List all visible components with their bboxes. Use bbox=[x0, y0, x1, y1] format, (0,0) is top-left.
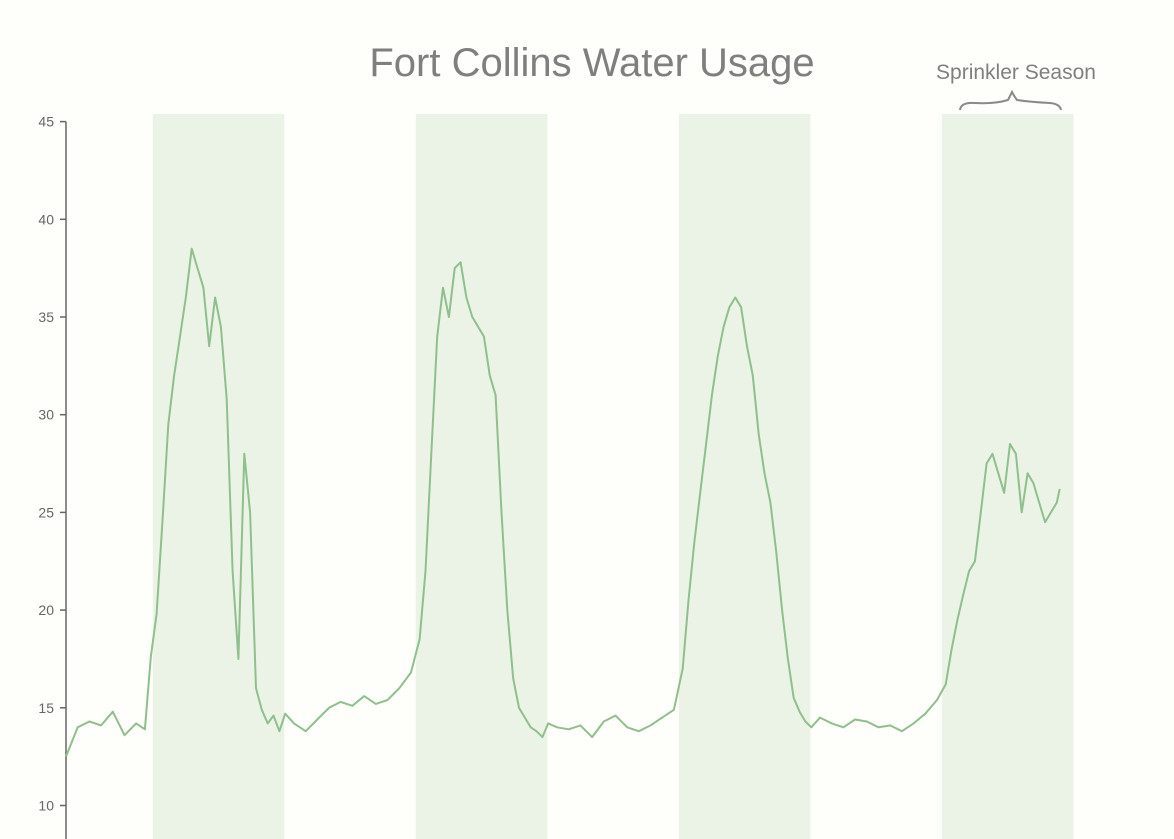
chart-title: Fort Collins Water Usage bbox=[369, 41, 814, 85]
y-tick-label: 45 bbox=[38, 114, 54, 130]
y-tick-label: 35 bbox=[38, 309, 54, 325]
y-axis: 10 15 20 25 30 35 40 45 bbox=[38, 114, 67, 839]
sprinkler-season-label: Sprinkler Season bbox=[936, 61, 1096, 84]
brace-icon bbox=[959, 89, 1062, 111]
series-line bbox=[65, 247, 1061, 757]
season-band-4 bbox=[941, 114, 1074, 839]
y-tick-label: 40 bbox=[38, 211, 54, 227]
y-tick-label: 10 bbox=[38, 798, 54, 814]
sprinkler-season-bands bbox=[152, 114, 1074, 839]
y-tick-label: 30 bbox=[38, 407, 54, 423]
season-band-1 bbox=[152, 114, 285, 839]
y-tick-label: 25 bbox=[38, 504, 54, 520]
season-band-3 bbox=[678, 114, 811, 839]
season-band-2 bbox=[415, 114, 548, 839]
y-tick-label: 20 bbox=[38, 602, 54, 618]
y-tick-label: 15 bbox=[38, 700, 54, 716]
